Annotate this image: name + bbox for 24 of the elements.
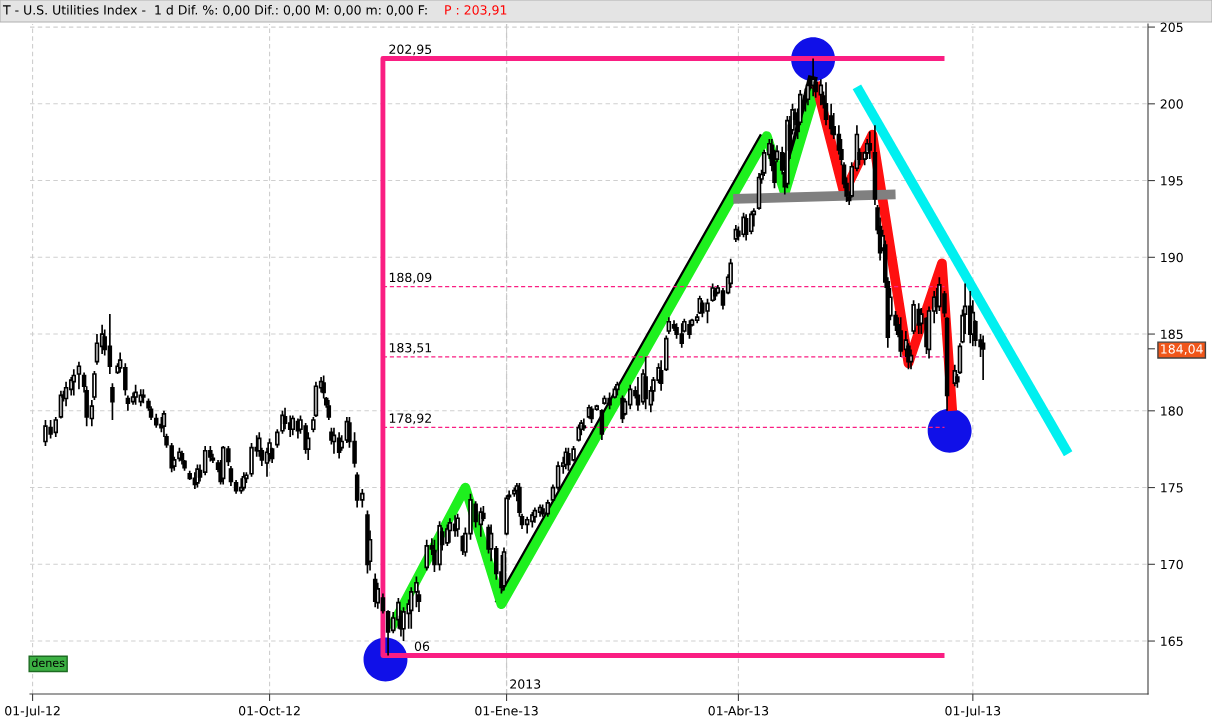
y-tick-label: 170 bbox=[1161, 559, 1183, 570]
x-tick-label: 01-Jul-12 bbox=[5, 705, 60, 717]
y-tick-label: 190 bbox=[1161, 252, 1183, 263]
y-tick-label: 205 bbox=[1160, 22, 1183, 32]
data-label: 183,51 bbox=[389, 342, 432, 354]
y-tick-label: 180 bbox=[1161, 406, 1183, 416]
y-tick-label: 175 bbox=[1161, 483, 1183, 493]
x-tick-label: 01-Oct-12 bbox=[239, 706, 300, 716]
y-tick-label: 200 bbox=[1160, 99, 1183, 109]
y-tick-label: 185 bbox=[1161, 329, 1183, 339]
x-tick-label: 01-Abr-13 bbox=[708, 705, 769, 716]
x-tick-label: 01-Ene-13 bbox=[475, 706, 538, 716]
x-tick-label: 01-Jul-13 bbox=[945, 705, 1001, 717]
y-tick-label: 195 bbox=[1161, 176, 1183, 186]
ref-line-label: 2013 bbox=[510, 679, 541, 689]
data-label: 188,09 bbox=[389, 272, 432, 284]
chart-subtitle: P : 203,91 bbox=[445, 5, 507, 16]
chart-title: T - U.S. Utilities Index - 1 d Dif. %: 0,00 Dif.: 0,00 M: 0,00 m: 0,00 F: bbox=[2, 4, 427, 16]
data-label: 202,95 bbox=[389, 44, 432, 56]
y-tick-label: 184,04 bbox=[1161, 344, 1203, 355]
y-tick-label: 165 bbox=[1161, 636, 1183, 646]
annotation: 06 bbox=[414, 641, 430, 651]
data-label: 178,92 bbox=[389, 413, 431, 425]
annotation: denes bbox=[32, 658, 65, 668]
